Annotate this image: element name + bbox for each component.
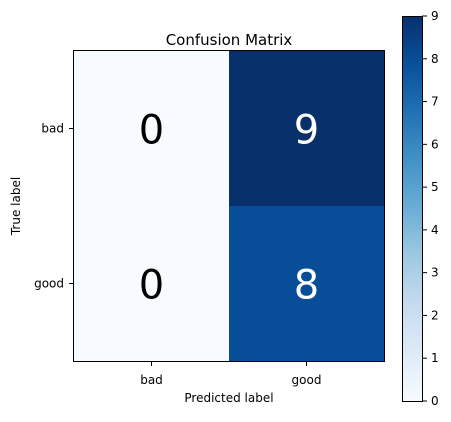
colorbar-tick-label: 2: [431, 308, 439, 322]
y-tick-label: good: [34, 277, 64, 291]
colorbar-tick-label: 7: [431, 95, 439, 109]
colorbar-tick-label: 9: [431, 9, 439, 23]
plot-frame: [73, 50, 385, 362]
x-tick-label: bad: [140, 373, 163, 387]
x-axis-label: Predicted label: [184, 391, 273, 405]
y-tick-label: bad: [41, 122, 64, 136]
heatmap-cell-labels: 0 9 0 8: [139, 108, 319, 309]
colorbar-tick-label: 5: [431, 180, 439, 194]
colorbar-frame: [402, 16, 423, 402]
x-axis-ticks: bad good: [140, 361, 321, 387]
colorbar-tick-label: 0: [431, 394, 439, 408]
cell-value-label: 0: [139, 263, 164, 309]
colorbar-tick-label: 6: [431, 137, 439, 151]
colorbar-tick-label: 4: [431, 223, 439, 237]
cell-value-label: 8: [294, 263, 319, 309]
heatmap-cell: [74, 206, 229, 361]
x-tick-label: good: [292, 373, 322, 387]
colorbar-tick-label: 1: [431, 351, 439, 365]
cell-value-label: 0: [139, 108, 164, 154]
y-axis-ticks: bad good: [34, 122, 74, 291]
colorbar-tick-label: 8: [431, 52, 439, 66]
colorbar: [402, 16, 422, 401]
cell-value-label: 9: [294, 108, 319, 154]
y-axis-label: True label: [9, 177, 23, 236]
heatmap-cell: [229, 206, 384, 361]
chart-title: Confusion Matrix: [166, 31, 293, 49]
colorbar-tick-label: 3: [431, 266, 439, 280]
heatmap-cell: [229, 51, 384, 206]
heatmap-cell: [74, 51, 229, 206]
heatmap-cells: [74, 51, 384, 361]
colorbar-ticks: 0 1 2 3 4 5 6 7 8 9: [422, 9, 439, 408]
